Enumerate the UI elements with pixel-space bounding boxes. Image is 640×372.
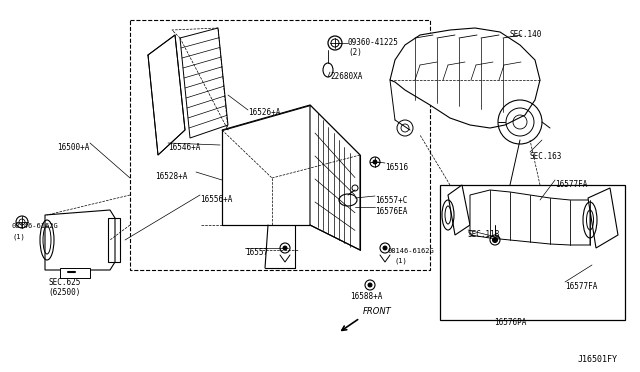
Polygon shape [222,105,360,178]
Polygon shape [60,268,90,278]
Text: SEC.140: SEC.140 [510,30,542,39]
Text: 16577FA: 16577FA [565,282,597,291]
Circle shape [368,283,372,287]
Text: SEC.625: SEC.625 [49,278,81,287]
Text: 08146-6162G: 08146-6162G [388,248,435,254]
Text: SEC.163: SEC.163 [530,152,563,161]
Circle shape [373,160,377,164]
Polygon shape [180,28,228,138]
Polygon shape [588,188,618,248]
Text: 16546+A: 16546+A [168,143,200,152]
Text: 16556+A: 16556+A [200,195,232,204]
Circle shape [383,246,387,250]
Polygon shape [310,105,360,250]
Text: 16576EA: 16576EA [375,207,408,216]
Circle shape [283,246,287,250]
Text: (1): (1) [12,233,25,240]
Text: 16577FA: 16577FA [555,180,588,189]
Text: (62500): (62500) [49,288,81,297]
Text: 16526+A: 16526+A [248,108,280,117]
Text: FRONT: FRONT [363,307,392,316]
Text: (1): (1) [395,258,408,264]
Bar [108,218,120,262]
Text: 08146-6162G: 08146-6162G [12,223,59,229]
Text: 16557: 16557 [245,248,268,257]
Text: 16576PA: 16576PA [494,318,526,327]
Polygon shape [470,190,590,245]
Text: 16557+C: 16557+C [375,196,408,205]
Text: 16516: 16516 [385,163,408,172]
Bar [440,185,625,320]
Text: 16528+A: 16528+A [155,172,188,181]
Polygon shape [222,105,310,225]
Text: J16501FY: J16501FY [578,355,618,364]
Polygon shape [45,210,115,270]
Circle shape [493,237,497,243]
Polygon shape [390,28,540,128]
Bar [130,20,430,270]
Text: SEC.118: SEC.118 [468,230,500,239]
Text: 09360-41225: 09360-41225 [348,38,399,47]
Text: 22680XA: 22680XA [330,72,362,81]
Polygon shape [148,35,185,155]
Polygon shape [448,185,470,235]
Text: 16588+A: 16588+A [350,292,382,301]
Text: 16500+A: 16500+A [57,143,90,152]
Text: (2): (2) [348,48,362,57]
